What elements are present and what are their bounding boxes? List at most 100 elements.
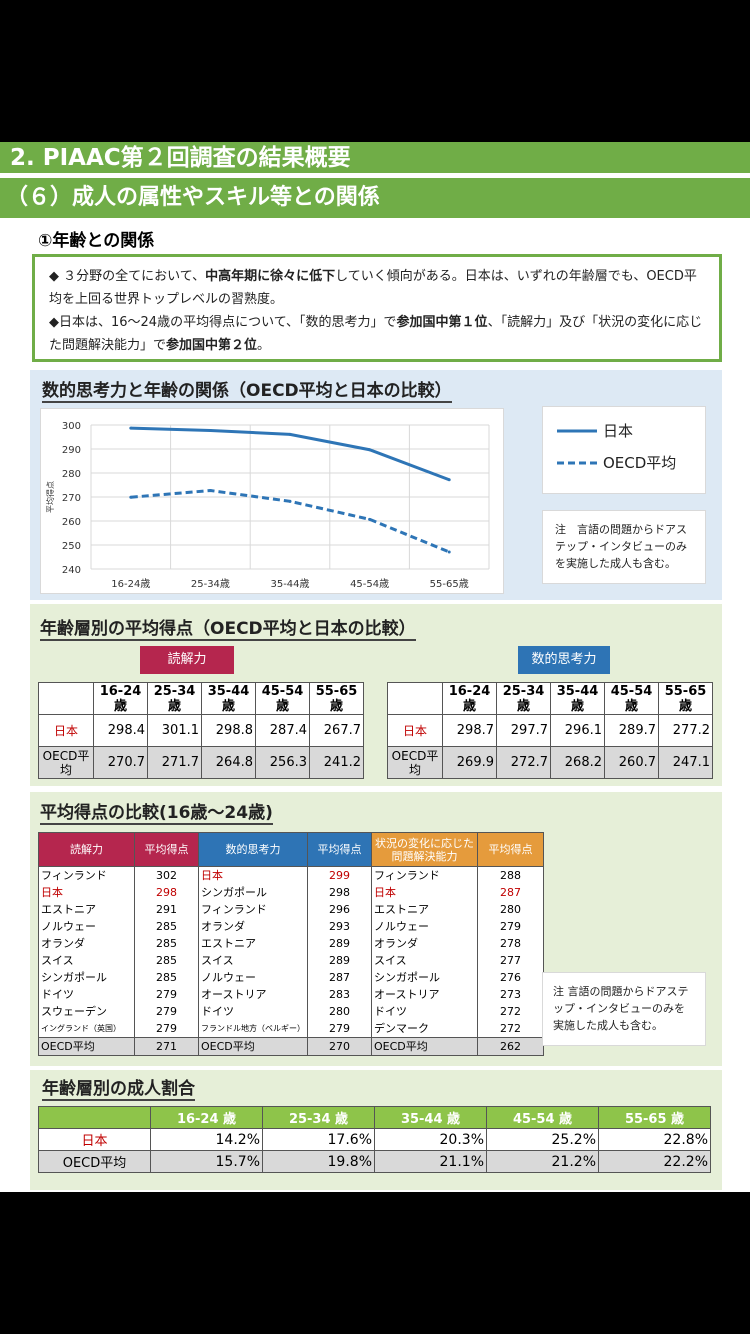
- compare-header: 状況の変化に応じた問題解決能力: [371, 832, 478, 867]
- finding-1: ◆ ３分野の全てにおいて、中高年期に徐々に低下していく傾向がある。日本は、いずれ…: [49, 269, 697, 307]
- country-cell: シンガポール: [38, 969, 135, 986]
- score-cell: 298.8: [201, 714, 256, 747]
- score-cell: 279: [307, 1020, 372, 1038]
- x-tick-label: 35-44歳: [270, 578, 309, 590]
- country-cell: OECD平均: [198, 1037, 308, 1056]
- y-tick-label: 280: [62, 469, 81, 480]
- data-point: [368, 448, 372, 452]
- percent-cell: 20.3%: [374, 1128, 487, 1151]
- score-cell: 287: [307, 969, 372, 986]
- country-cell: オーストリア: [198, 986, 308, 1003]
- country-cell: スイス: [371, 952, 478, 969]
- score-cell: 276: [477, 969, 544, 986]
- score-cell: 285: [134, 952, 199, 969]
- score-cell: 270.7: [93, 746, 148, 779]
- country-cell: 日本: [38, 884, 135, 901]
- score-cell: 298: [307, 884, 372, 901]
- data-point: [288, 499, 292, 503]
- score-cell: 272: [477, 1003, 544, 1020]
- percent-cell: 21.2%: [486, 1150, 599, 1173]
- score-cell: 272: [477, 1020, 544, 1038]
- age-header: 16-24 歳: [150, 1106, 263, 1129]
- legend-label-japan: 日本: [603, 422, 633, 440]
- reading-tag: 読解力: [140, 646, 234, 674]
- age-header: 45-54 歳: [486, 1106, 599, 1129]
- age-header: 16-24歳: [442, 682, 497, 715]
- score-cell: 285: [134, 918, 199, 935]
- country-cell: オランダ: [198, 918, 308, 935]
- country-cell: イングランド（英国）: [38, 1020, 135, 1038]
- score-cell: 289: [307, 952, 372, 969]
- age-header: 35-44歳: [550, 682, 605, 715]
- score-cell: 277.2: [658, 714, 713, 747]
- score-cell: 285: [134, 969, 199, 986]
- score-cell: 288: [477, 866, 544, 884]
- percent-cell: 19.8%: [262, 1150, 375, 1173]
- compare-row: フィンランド 302 日本 299 フィンランド 288: [38, 866, 544, 884]
- y-tick-label: 250: [62, 541, 81, 552]
- score-cell: 271: [134, 1037, 199, 1056]
- age-header: 55-65 歳: [598, 1106, 711, 1129]
- score-cell: 296: [307, 901, 372, 918]
- country-cell: 日本: [198, 866, 308, 884]
- score-cell: 289: [307, 935, 372, 952]
- score-cell: 279: [134, 1020, 199, 1038]
- chart-legend: 日本 OECD平均: [542, 406, 706, 494]
- percent-cell: 21.1%: [374, 1150, 487, 1173]
- compare-header: 読解力: [38, 832, 135, 867]
- score-cell: 262: [477, 1037, 544, 1056]
- age-header: 45-54歳: [255, 682, 310, 715]
- compare-row: 日本 298 シンガポール 298 日本 287: [38, 884, 544, 901]
- score-cell: 298: [134, 884, 199, 901]
- line-chart: 300 290 280 270 260 250 240 16-24歳 25-34歳 35-44歳 4…: [40, 408, 504, 594]
- data-point: [288, 432, 292, 436]
- y-tick-label: 260: [62, 517, 81, 528]
- row-label: 日本: [38, 1128, 151, 1151]
- score-cell: 302: [134, 866, 199, 884]
- country-cell: エストニア: [38, 901, 135, 918]
- x-tick-label: 45-54歳: [350, 578, 389, 590]
- compare-oecd-row: OECD平均 271 OECD平均 270 OECD平均 262: [38, 1037, 544, 1056]
- table-row: OECD平均 269.9 272.7 268.2 260.7 247.1: [387, 746, 713, 779]
- compare-header: 平均得点: [477, 832, 544, 867]
- compare-title: 平均得点の比較(16歳～24歳): [40, 798, 273, 825]
- numeracy-age-table: 16-24歳 25-34歳 35-44歳 45-54歳 55-65歳 日本 298.7 297…: [387, 682, 713, 779]
- age-header: 35-44 歳: [374, 1106, 487, 1129]
- country-cell: オーストリア: [371, 986, 478, 1003]
- table-row: OECD平均 270.7 271.7 264.8 256.3 241.2: [38, 746, 364, 779]
- compare-row: スイス 285 スイス 289 スイス 277: [38, 952, 544, 969]
- compare-note: 注 言語の問題からドアステップ・インタビューのみを実施した成人も含む。: [542, 972, 706, 1046]
- percent-cell: 15.7%: [150, 1150, 263, 1173]
- country-cell: ノルウェー: [371, 918, 478, 935]
- score-cell: 298.7: [442, 714, 497, 747]
- compare-row: イングランド（英国） 279 フランドル地方（ベルギー） 279 デンマーク 272: [38, 1020, 544, 1038]
- corner-cell: [38, 682, 94, 715]
- y-tick-label: 300: [62, 421, 81, 432]
- percent-cell: 22.8%: [598, 1128, 711, 1151]
- score-cell: 301.1: [147, 714, 202, 747]
- x-tick-label: 25-34歳: [191, 578, 230, 590]
- reading-age-table: 16-24歳 25-34歳 35-44歳 45-54歳 55-65歳 日本 298.4 301…: [38, 682, 364, 779]
- score-cell: 287: [477, 884, 544, 901]
- row-label: 日本: [387, 714, 443, 747]
- score-cell: 268.2: [550, 746, 605, 779]
- data-point: [447, 478, 451, 482]
- y-tick-label: 290: [62, 445, 81, 456]
- score-cell: 280: [477, 901, 544, 918]
- ratio-title: 年齢層別の成人割合: [42, 1074, 195, 1101]
- score-cell: 279: [134, 986, 199, 1003]
- age-header: 55-65歳: [309, 682, 364, 715]
- numeracy-tag: 数的思考力: [518, 646, 610, 674]
- corner-cell: [387, 682, 443, 715]
- country-cell: スウェーデン: [38, 1003, 135, 1020]
- country-cell: エストニア: [371, 901, 478, 918]
- table-header-row: 16-24歳 25-34歳 35-44歳 45-54歳 55-65歳: [387, 682, 713, 715]
- table-row: 日本 298.4 301.1 298.8 287.4 267.7: [38, 714, 364, 747]
- country-cell: フィンランド: [198, 901, 308, 918]
- age-table-title: 年齢層別の平均得点（OECD平均と日本の比較）: [40, 614, 416, 641]
- row-label: OECD平均: [387, 746, 443, 779]
- score-cell: 298.4: [93, 714, 148, 747]
- page-title: 2. PIAAC第２回調査の結果概要: [0, 142, 750, 175]
- score-cell: 277: [477, 952, 544, 969]
- age-header: 45-54歳: [604, 682, 659, 715]
